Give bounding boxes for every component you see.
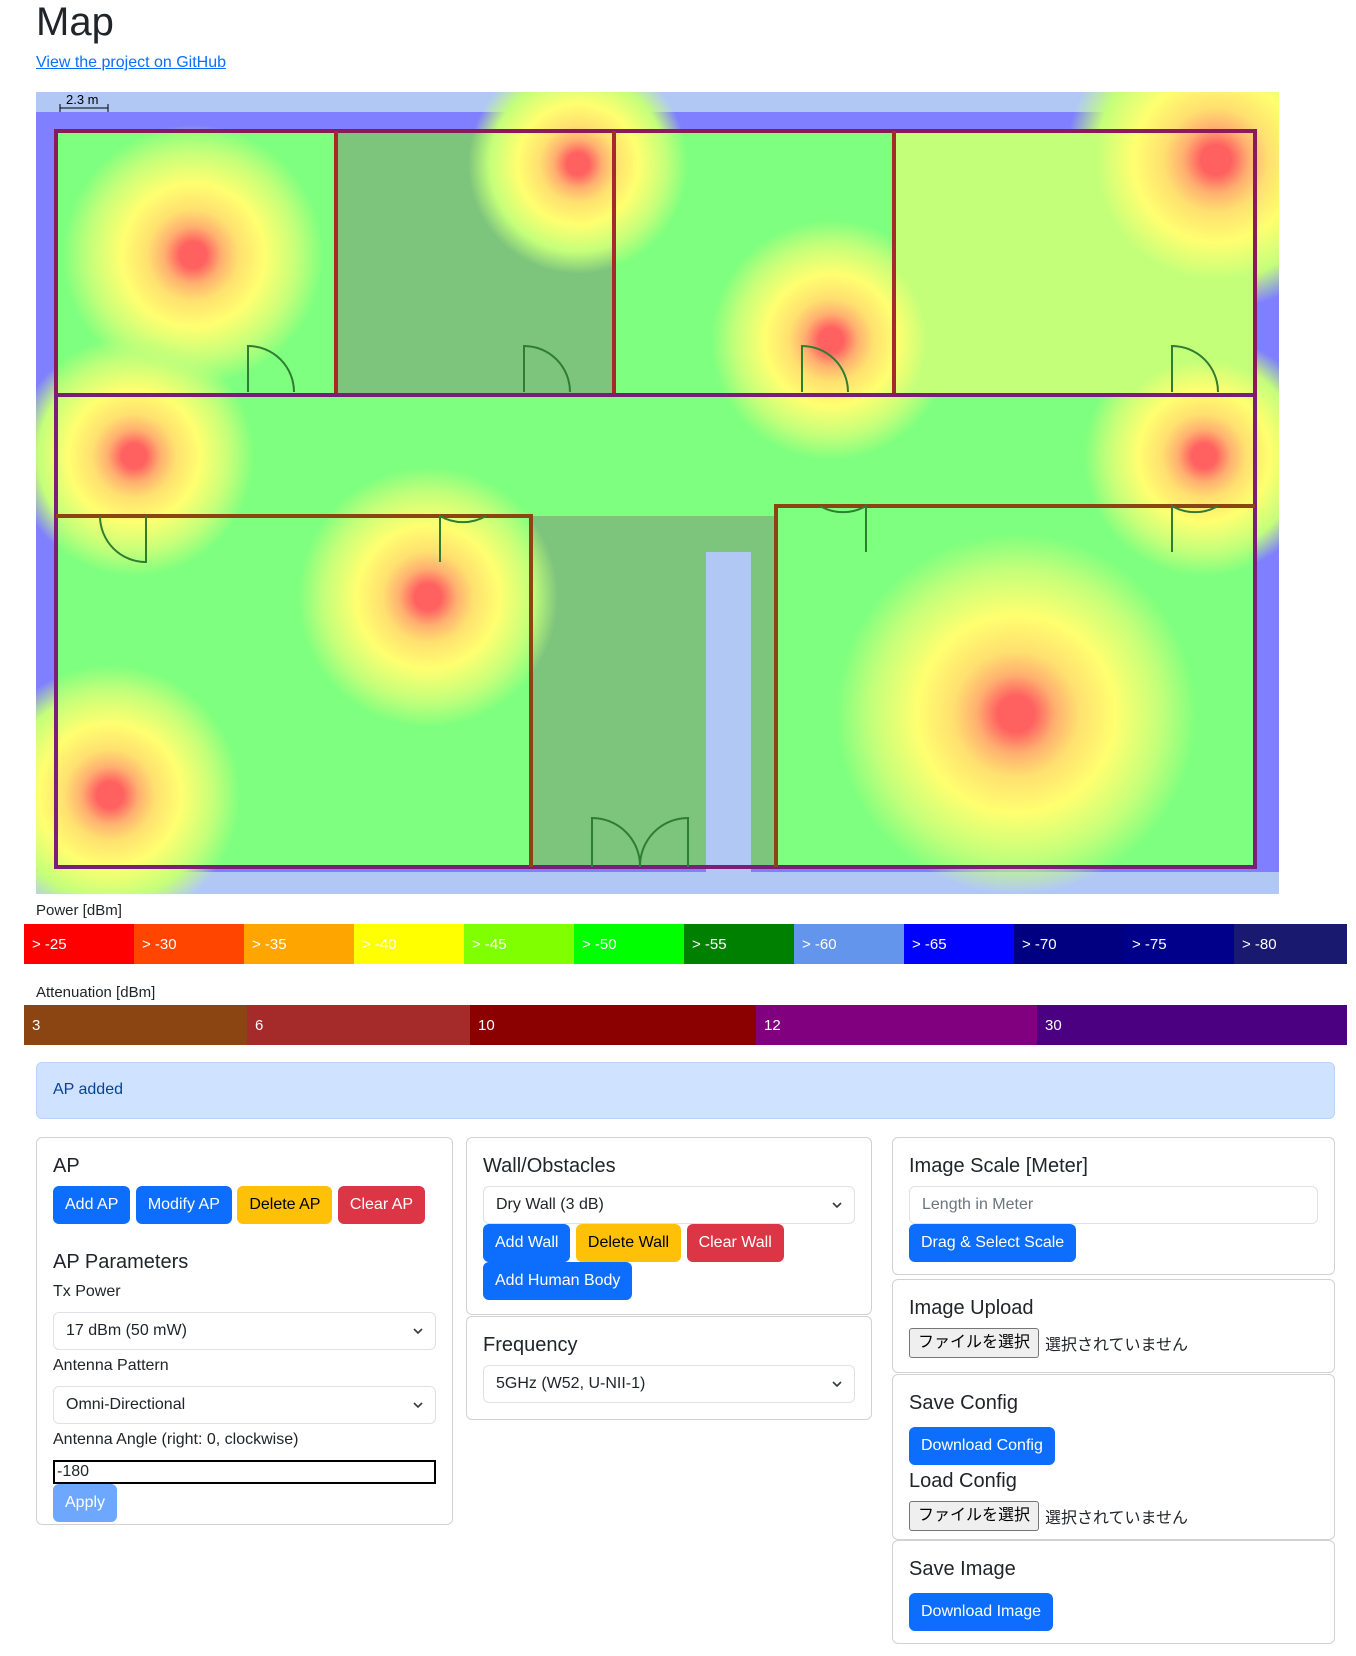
github-link[interactable]: View the project on GitHub (36, 54, 227, 71)
download-config-button[interactable]: Download Config (909, 1427, 1055, 1465)
ap-signal (711, 220, 951, 460)
image-upload-title: Image Upload (909, 1297, 1034, 1319)
wall-type-value: Dry Wall (3 dB) (496, 1196, 604, 1213)
save-config-title: Save Config (909, 1392, 1018, 1414)
chevron-down-icon (413, 1402, 423, 1409)
power-legend-item: > -55 (684, 924, 794, 964)
clear-ap-button[interactable]: Clear AP (337, 1186, 426, 1224)
tx-power-value: 17 dBm (50 mW) (66, 1322, 187, 1339)
power-legend-item: > -65 (904, 924, 1014, 964)
antenna-pattern-select[interactable]: Omni-Directional (53, 1386, 436, 1424)
attenuation-legend-label: Attenuation [dBm] (36, 984, 156, 1001)
antenna-angle-label: Antenna Angle (right: 0, clockwise) (53, 1431, 299, 1448)
power-legend-item: > -80 (1234, 924, 1347, 964)
power-legend-item: > -50 (574, 924, 684, 964)
chevron-down-icon (832, 1381, 842, 1388)
heatmap-canvas[interactable]: 2.3 m (36, 92, 1279, 894)
image-file-button[interactable]: ファイルを選択 (909, 1328, 1040, 1358)
config-card: Save Config Download Config Load Config … (892, 1374, 1335, 1540)
attenuation-legend-item: 6 (247, 1005, 470, 1045)
modify-ap-button[interactable]: Modify AP (135, 1186, 232, 1224)
config-file-status: 選択されていません (1045, 1510, 1189, 1527)
ap-signal (468, 92, 688, 274)
ap-signal (836, 534, 1196, 894)
walls (54, 129, 1257, 869)
tx-power-label: Tx Power (53, 1283, 121, 1300)
apply-button[interactable]: Apply (53, 1484, 118, 1522)
ap-signal (36, 665, 240, 894)
clear-wall-button[interactable]: Clear Wall (686, 1224, 784, 1262)
save-image-title: Save Image (909, 1558, 1016, 1580)
image-scale-card: Image Scale [Meter] Length in Meter Drag… (892, 1137, 1335, 1275)
frequency-select[interactable]: 5GHz (W52, U-NII-1) (483, 1365, 855, 1403)
attenuation-legend-item: 10 (470, 1005, 756, 1045)
frequency-value: 5GHz (W52, U-NII-1) (496, 1375, 646, 1392)
config-file-button[interactable]: ファイルを選択 (909, 1501, 1040, 1531)
chevron-down-icon (413, 1328, 423, 1335)
scale-bar (59, 104, 109, 112)
add-ap-button[interactable]: Add AP (53, 1186, 131, 1224)
attenuation-legend-item: 30 (1037, 1005, 1347, 1045)
power-legend-item: > -35 (244, 924, 354, 964)
ap-card: AP Add AP Modify AP Delete AP Clear AP A… (36, 1137, 453, 1525)
scale-length-input[interactable]: Length in Meter (909, 1186, 1318, 1224)
power-legend-item: > -75 (1124, 924, 1234, 964)
attenuation-legend-bar: 3 6 10 12 30 (24, 1005, 1347, 1045)
power-legend-label: Power [dBm] (36, 902, 122, 919)
image-upload-card: Image Upload ファイルを選択 選択されていません (892, 1279, 1335, 1373)
power-legend-item: > -70 (1014, 924, 1124, 964)
save-image-card: Save Image Download Image (892, 1540, 1335, 1644)
image-file-status: 選択されていません (1045, 1337, 1189, 1354)
power-legend-item: > -60 (794, 924, 904, 964)
wall-card-title: Wall/Obstacles (483, 1155, 616, 1177)
ap-card-title: AP (53, 1155, 80, 1177)
frequency-card-title: Frequency (483, 1334, 578, 1356)
frequency-card: Frequency 5GHz (W52, U-NII-1) (466, 1316, 872, 1420)
add-human-body-button[interactable]: Add Human Body (483, 1262, 633, 1300)
drag-select-scale-button[interactable]: Drag & Select Scale (909, 1224, 1077, 1262)
power-legend-item: > -40 (354, 924, 464, 964)
antenna-pattern-value: Omni-Directional (66, 1396, 186, 1413)
ap-signal (298, 467, 558, 727)
ap-signal (63, 125, 323, 385)
scale-label: 2.3 m (66, 92, 99, 107)
power-legend-item: > -45 (464, 924, 574, 964)
load-config-title: Load Config (909, 1470, 1017, 1492)
image-scale-title: Image Scale [Meter] (909, 1155, 1088, 1177)
chevron-down-icon (832, 1202, 842, 1209)
add-wall-button[interactable]: Add Wall (483, 1224, 571, 1262)
attenuation-legend-item: 12 (756, 1005, 1037, 1045)
power-legend-bar: > -25 > -30 > -35 > -40 > -45 > -50 > -55 > -60… (24, 924, 1347, 964)
exit-coverage (706, 552, 751, 892)
status-alert: AP added (36, 1062, 1335, 1119)
delete-ap-button[interactable]: Delete AP (237, 1186, 333, 1224)
power-legend-item: > -25 (24, 924, 134, 964)
corridor-coverage (56, 394, 1256, 516)
tx-power-select[interactable]: 17 dBm (50 mW) (53, 1312, 436, 1350)
page-title: Map (36, 0, 114, 44)
doors (99, 344, 1219, 868)
delete-wall-button[interactable]: Delete Wall (575, 1224, 682, 1262)
antenna-pattern-label: Antenna Pattern (53, 1357, 169, 1374)
ap-parameters-title: AP Parameters (53, 1251, 189, 1273)
download-image-button[interactable]: Download Image (909, 1593, 1054, 1631)
power-legend-item: > -30 (134, 924, 244, 964)
ap-signal (1066, 92, 1279, 310)
wall-card: Wall/Obstacles Dry Wall (3 dB) Add Wall … (466, 1137, 872, 1315)
antenna-angle-input[interactable]: -180 (53, 1460, 436, 1484)
attenuation-legend-item: 3 (24, 1005, 247, 1045)
wall-type-select[interactable]: Dry Wall (3 dB) (483, 1186, 855, 1224)
